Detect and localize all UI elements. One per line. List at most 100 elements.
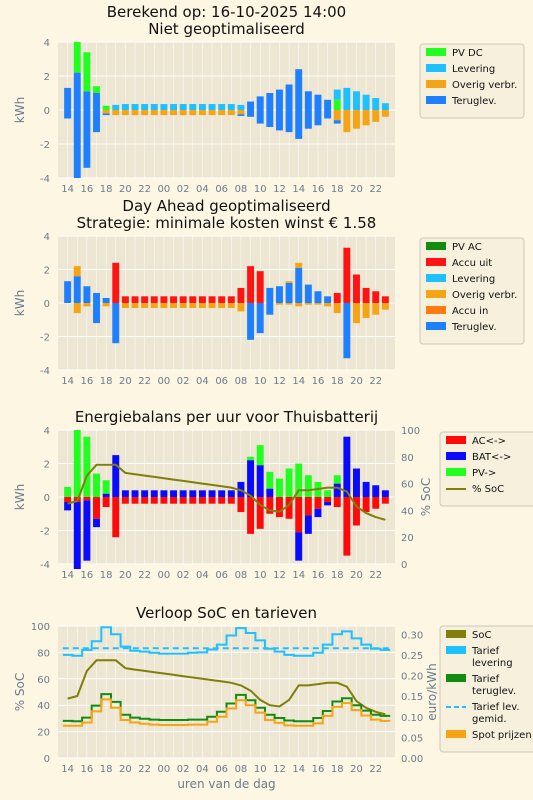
legend-swatch <box>446 630 466 638</box>
bar-overig <box>227 110 235 116</box>
bar-pv <box>333 99 341 110</box>
legend-swatch <box>446 452 466 460</box>
bar-teruglev <box>266 110 274 127</box>
x-tick-label: 04 <box>196 764 209 775</box>
bar-overig <box>314 303 322 305</box>
bar-teruglev <box>247 303 255 340</box>
x-tick-label: 16 <box>81 570 94 581</box>
legend-label: Teruglev. <box>451 322 497 333</box>
bar-bat <box>381 490 389 497</box>
bar-bat <box>141 490 149 497</box>
chart-4: 0 20 40 60 80 100 14 16 18 20 22 00 02 04 06 08 10 12 14 16… <box>13 604 533 791</box>
chart-title: Verloop SoC en tarieven <box>136 604 317 622</box>
bar-ac <box>372 497 380 509</box>
bar-levering <box>198 104 206 110</box>
x-tick-label: 04 <box>196 376 209 387</box>
chart-title: Niet geoptimaliseerd <box>148 20 305 38</box>
x-tick-label: 12 <box>273 570 286 581</box>
chart-title: Energiebalans per uur voor Thuisbatterij <box>75 408 378 426</box>
y2-tick-label: 0.20 <box>401 672 423 683</box>
bar-bat <box>266 488 274 497</box>
bar-levering <box>343 87 351 110</box>
x-tick-label: 22 <box>369 764 382 775</box>
bar-pv <box>304 475 312 497</box>
bar-ac <box>381 497 389 504</box>
spot-prijzen-line <box>62 698 391 727</box>
legend-label: Accu in <box>452 306 488 317</box>
bar-ac <box>179 497 187 504</box>
x-tick-label: 16 <box>312 570 325 581</box>
bar-bat <box>131 490 139 497</box>
bar-pv <box>73 42 81 73</box>
bar-accu_uit <box>208 296 216 303</box>
bar-teruglev <box>295 110 303 139</box>
bar-teruglev <box>83 286 91 303</box>
bar-overig <box>73 303 81 314</box>
x-tick-label: 12 <box>273 376 286 387</box>
bar-accu_uit <box>362 287 370 303</box>
bar-teruglev <box>324 99 332 110</box>
legend-swatch <box>446 646 466 654</box>
x-tick-label: 04 <box>196 184 209 195</box>
bar-bat <box>93 518 100 528</box>
bar-overig <box>170 110 178 116</box>
bar-accu_uit <box>112 262 120 303</box>
legend-swatch <box>446 730 466 738</box>
bar-teruglev <box>275 89 283 110</box>
bar-levering <box>218 104 226 110</box>
bar-teruglev <box>73 110 81 178</box>
bar-teruglev <box>285 282 293 303</box>
legend-label: levering <box>472 658 513 669</box>
bar-overig <box>381 110 389 117</box>
bar-overig <box>189 110 197 116</box>
legend-label: Spot prijzen <box>472 730 532 741</box>
x-tick-label: 18 <box>331 764 344 775</box>
bar-teruglev <box>256 96 264 110</box>
y2-tick-label: 0.25 <box>401 651 423 662</box>
x-tick-label: 14 <box>61 376 74 387</box>
y-tick-label: 40 <box>37 701 50 712</box>
bar-ac <box>198 497 206 504</box>
bar-pv <box>83 436 91 497</box>
bar-pv <box>333 475 341 484</box>
legend-label: Levering <box>452 274 495 285</box>
bar-accu_uit <box>198 296 206 303</box>
bar-teruglev <box>304 110 312 129</box>
x-axis-label: uren van de dag <box>177 777 275 791</box>
bar-teruglev <box>324 110 332 119</box>
bar-levering <box>208 104 216 110</box>
bar-teruglev <box>73 72 81 110</box>
bar-levering <box>131 104 139 110</box>
legend-swatch <box>446 436 466 444</box>
plot-area <box>58 626 395 758</box>
x-tick-label: 22 <box>138 376 151 387</box>
bar-overig <box>285 281 293 283</box>
bar-teruglev <box>102 297 110 303</box>
x-tick-label: 02 <box>177 184 190 195</box>
bar-accu_uit <box>179 296 187 303</box>
bar-accu_uit <box>141 296 149 303</box>
bar-pv <box>266 471 274 489</box>
legend-swatch <box>426 96 446 104</box>
bar-accu_uit <box>237 287 245 303</box>
bar-overig <box>73 266 81 277</box>
legend-label: AC<-> <box>472 436 506 447</box>
bar-ac <box>266 497 274 514</box>
bar-pv <box>102 105 110 110</box>
bar-pv <box>73 430 81 497</box>
bar-overig <box>333 110 341 121</box>
x-tick-label: 20 <box>350 376 363 387</box>
x-tick-label: 16 <box>81 764 94 775</box>
y-axis-label: kWh <box>13 97 27 123</box>
bar-teruglev <box>266 93 274 110</box>
x-tick-label: 14 <box>292 184 305 195</box>
bar-overig <box>295 262 303 268</box>
bar-ac <box>295 497 303 533</box>
x-tick-label: 06 <box>215 376 228 387</box>
bar-bat <box>64 502 72 511</box>
bar-levering <box>372 98 380 110</box>
bar-ac <box>112 497 120 538</box>
